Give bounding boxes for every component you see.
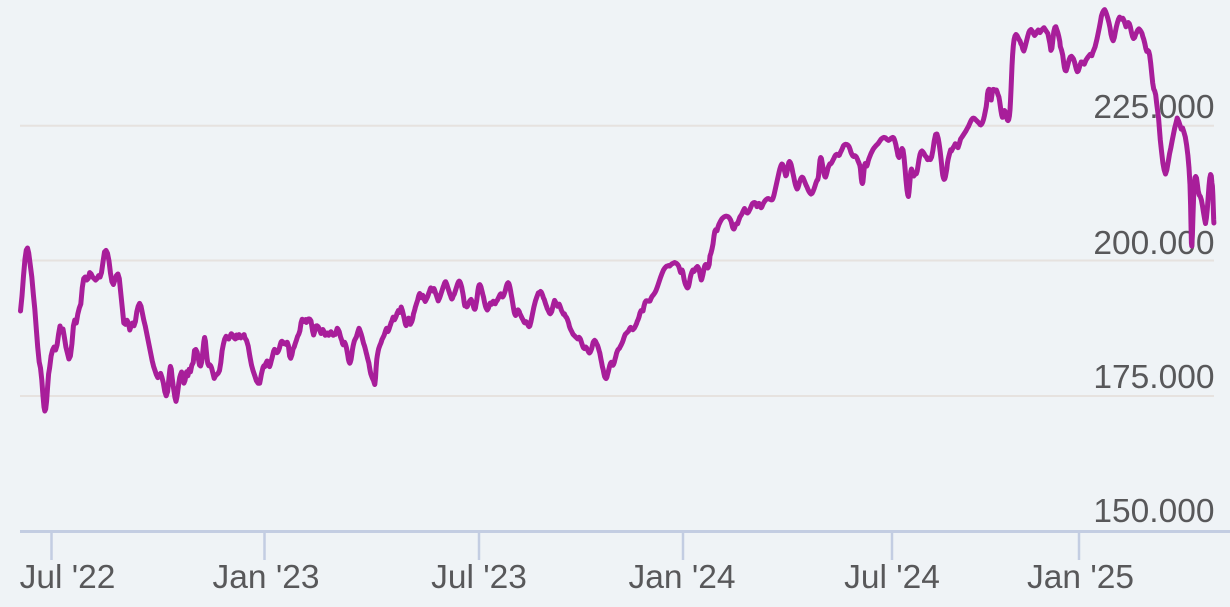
svg-text:Jul '22: Jul '22 bbox=[20, 559, 116, 596]
svg-text:Jan '25: Jan '25 bbox=[1027, 559, 1134, 596]
svg-text:175.000: 175.000 bbox=[1093, 359, 1214, 396]
svg-text:Jan '24: Jan '24 bbox=[629, 559, 736, 596]
svg-text:200.000: 200.000 bbox=[1093, 225, 1214, 262]
svg-text:Jul '24: Jul '24 bbox=[844, 559, 940, 596]
svg-text:Jul '23: Jul '23 bbox=[431, 559, 527, 596]
svg-text:150.000: 150.000 bbox=[1093, 493, 1214, 530]
svg-text:Jan '23: Jan '23 bbox=[213, 559, 320, 596]
